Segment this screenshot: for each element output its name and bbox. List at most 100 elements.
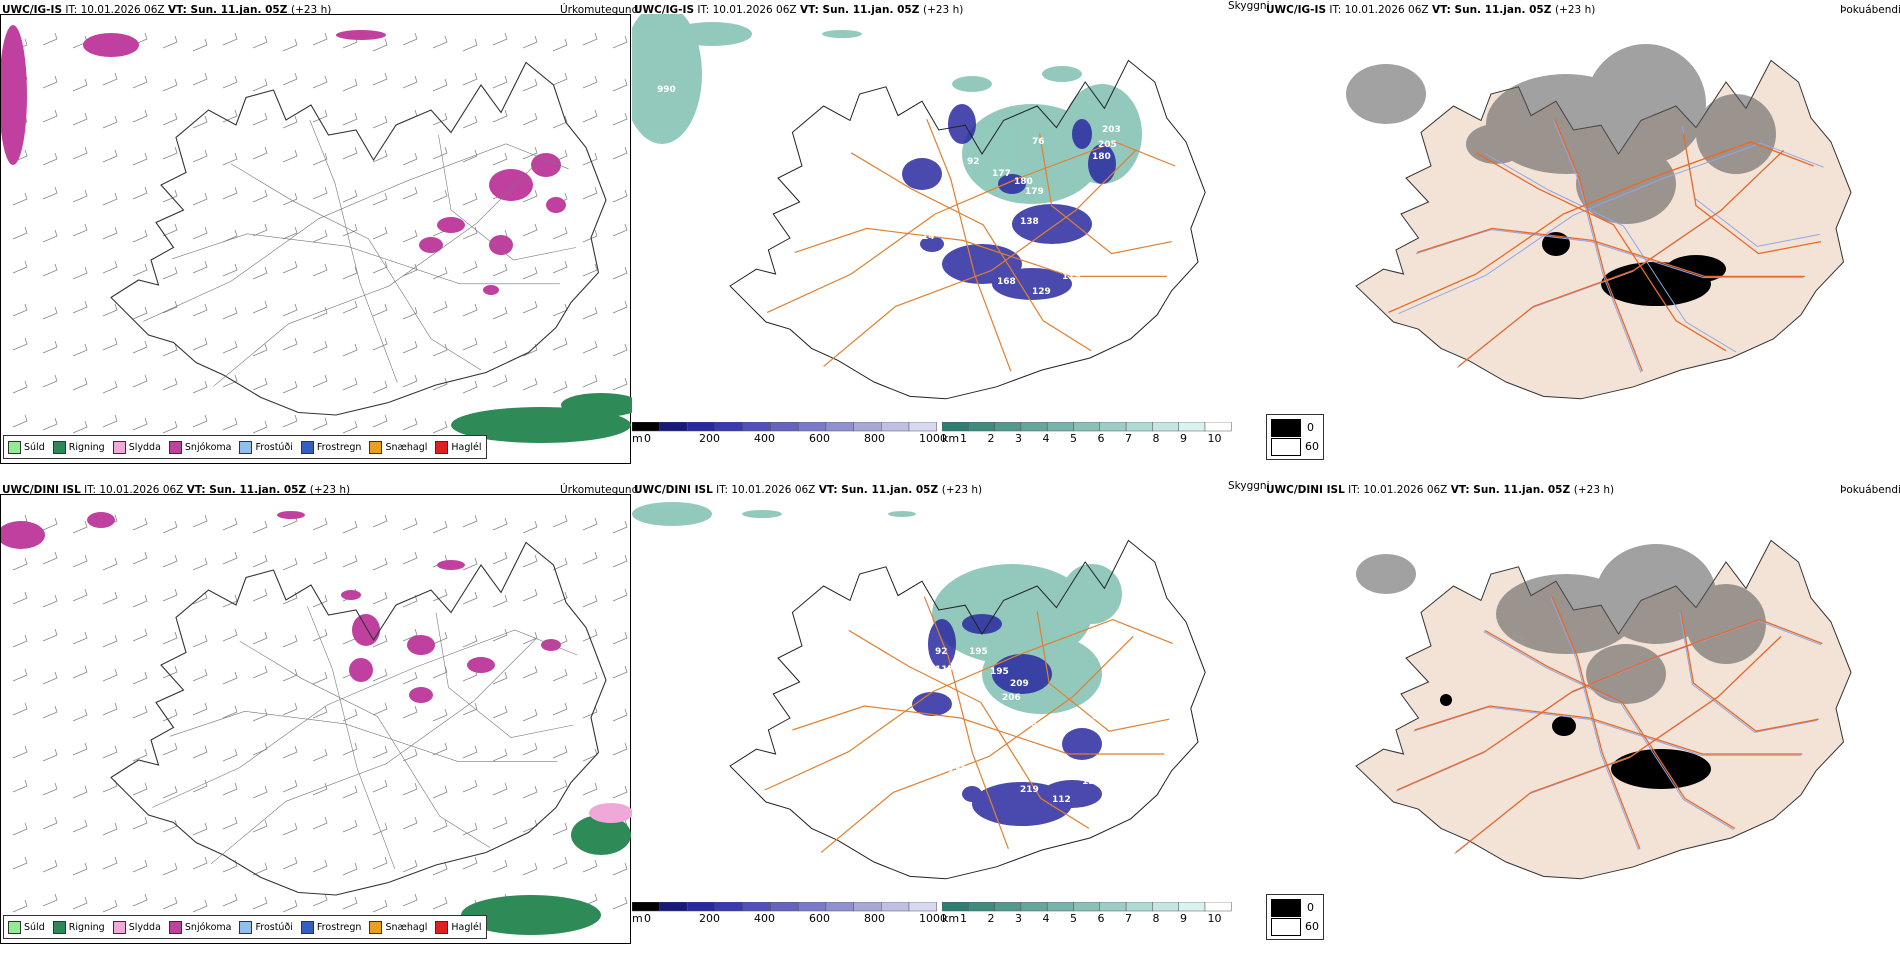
- wind-barb: [582, 782, 598, 796]
- visibility-area: [888, 511, 916, 517]
- height-colorbar: m 0 200 400 600 800 1000: [632, 422, 947, 448]
- wind-barb: [582, 186, 598, 200]
- wind-barb: [372, 192, 388, 206]
- legend-label: Haglél: [451, 921, 482, 933]
- wind-barb: [312, 340, 328, 354]
- wind-barb: [462, 856, 478, 870]
- legend-swatch: [8, 920, 21, 934]
- wind-barb: [312, 859, 328, 873]
- wind-barb: [372, 856, 388, 870]
- wind-barb: [342, 300, 358, 314]
- wind-barb: [252, 223, 268, 237]
- wind-barb: [462, 226, 478, 240]
- colorbar-cell: [1046, 422, 1074, 432]
- wind-barb: [552, 380, 568, 394]
- wind-barb: [552, 115, 568, 129]
- colorbar-cell: [632, 422, 660, 432]
- precip-type-panel: Súld Rigning Slydda Snjókoma Frostúði Frostre…: [0, 494, 632, 944]
- lead-time: (+23 h): [1573, 484, 1615, 496]
- wind-barb: [192, 668, 208, 682]
- rain-area: [561, 393, 632, 417]
- wind-barb: [342, 343, 358, 357]
- wind-barb: [102, 557, 118, 571]
- colorbar-cell: [908, 902, 937, 912]
- wind-barb: [342, 420, 358, 434]
- coastline: [110, 61, 607, 416]
- wind-barb: [162, 896, 178, 910]
- wind-barb: [582, 594, 598, 608]
- wind-barb: [132, 748, 148, 762]
- low-cloud-area: [948, 104, 976, 144]
- lead-time: (+23 h): [290, 4, 332, 16]
- wind-barb: [462, 192, 478, 206]
- wind-barb: [342, 377, 358, 391]
- wind-barb: [312, 263, 328, 277]
- wind-barb: [552, 591, 568, 605]
- low-cloud-area: [928, 619, 956, 669]
- fog-legend-low-label: 60: [1305, 440, 1319, 453]
- wind-barb: [462, 38, 478, 52]
- cloud-header: UWC/IG-IS IT: 10.01.2026 06Z VT: Sun. 11…: [634, 4, 963, 16]
- legend-label: Snjókoma: [184, 441, 232, 453]
- wind-barb: [222, 374, 238, 388]
- wind-barb: [222, 748, 238, 762]
- wind-barb: [132, 340, 148, 354]
- road-line: [307, 606, 396, 869]
- colorbar-tick: 1000: [919, 432, 947, 445]
- wind-barb: [312, 75, 328, 89]
- wind-barb: [192, 702, 208, 716]
- low-cloud-area: [902, 158, 942, 190]
- snow-area: [531, 153, 561, 177]
- wind-barb: [402, 374, 418, 388]
- legend-swatch: [239, 920, 253, 934]
- visibility-area: [1062, 84, 1142, 184]
- colorbar-cell: [1204, 902, 1232, 912]
- wind-barb: [282, 668, 298, 682]
- cloud-base-label: 986: [760, 55, 779, 65]
- wind-barb: [42, 186, 58, 200]
- wind-barb: [522, 819, 538, 833]
- wind-barb: [252, 520, 268, 534]
- wind-barb: [432, 708, 448, 722]
- wind-barb: [342, 112, 358, 126]
- precip-legend-item: Snjókoma: [168, 920, 231, 934]
- wind-barb: [252, 588, 268, 602]
- colorbar-tick: 4: [1042, 432, 1050, 445]
- wind-barb: [12, 745, 28, 759]
- wind-barb: [342, 266, 358, 280]
- cloud-base-label: 14: [922, 232, 935, 242]
- wind-barb: [12, 337, 28, 351]
- wind-barb: [552, 260, 568, 274]
- wind-barb: [462, 557, 478, 571]
- wind-barb: [522, 785, 538, 799]
- wind-barb: [162, 554, 178, 568]
- wind-barb: [42, 229, 58, 243]
- colorbar-tick: 6: [1097, 432, 1105, 445]
- wind-barb: [402, 782, 418, 796]
- low-cloud-area: [992, 654, 1052, 694]
- cloud-base-label: 180: [1092, 152, 1111, 162]
- wind-barb: [582, 109, 598, 123]
- wind-barb: [312, 551, 328, 565]
- precip-map: [1, 511, 632, 935]
- road-line: [1475, 152, 1727, 352]
- cloud-base-label: 196: [1124, 687, 1143, 697]
- snow-area: [541, 639, 561, 651]
- wind-barb: [522, 78, 538, 92]
- legend-swatch: [112, 920, 126, 934]
- cloud-map: 9929869909217718017913820320518076141681…: [632, 14, 1206, 400]
- wind-barb: [372, 337, 388, 351]
- model-name: UWC/DINI ISL: [1266, 484, 1345, 496]
- coastline: [729, 539, 1206, 880]
- wind-barb: [372, 380, 388, 394]
- low-cloud-area: [1062, 728, 1102, 760]
- colorbar-tick: 6: [1097, 912, 1105, 925]
- fog-shading: [1576, 144, 1676, 224]
- wind-barb: [432, 862, 448, 876]
- wind-barb: [612, 554, 628, 568]
- road-line: [926, 118, 1012, 372]
- wind-barb: [42, 859, 58, 873]
- wind-barb: [72, 78, 88, 92]
- lead-time: (+23 h): [922, 4, 964, 16]
- wind-barb: [162, 785, 178, 799]
